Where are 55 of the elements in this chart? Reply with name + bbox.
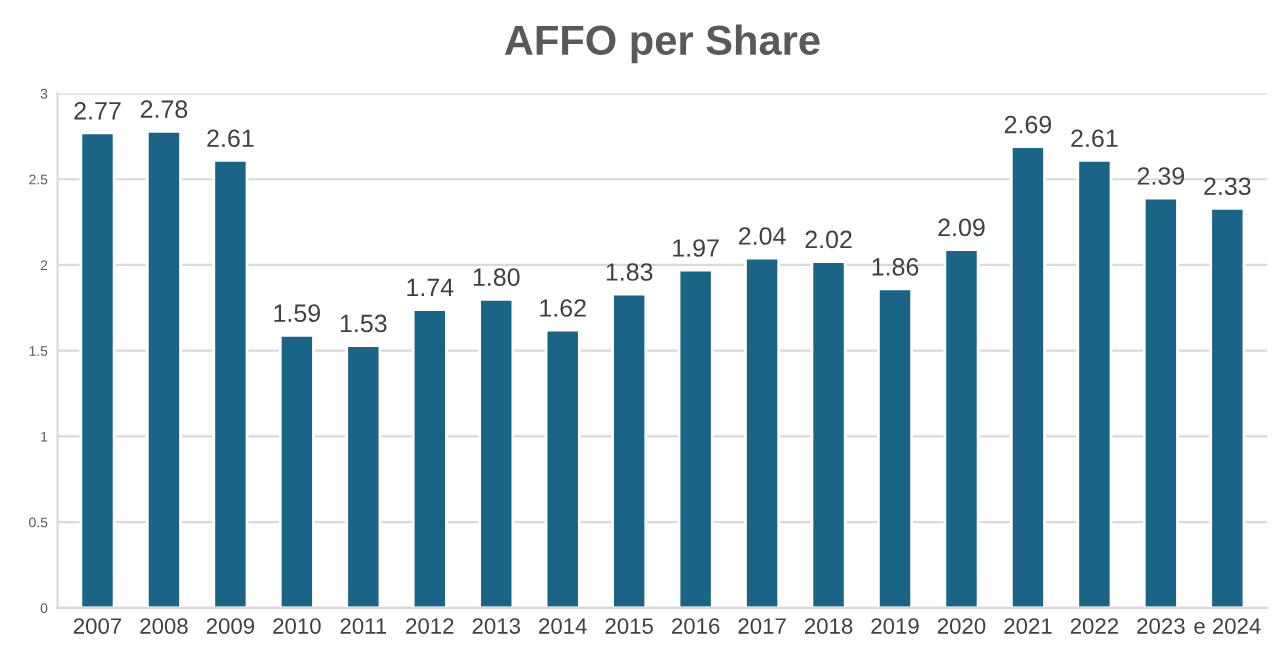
data-label: 2.69 <box>1004 115 1052 134</box>
bar <box>544 328 581 608</box>
bar <box>212 159 249 608</box>
bar <box>1209 207 1246 608</box>
x-tick-label: 2023 <box>1137 618 1185 634</box>
bar <box>744 256 781 608</box>
data-label: 1.62 <box>540 299 586 317</box>
bar <box>943 248 980 608</box>
bar <box>1009 145 1046 608</box>
bar <box>810 260 847 608</box>
data-label: 2.61 <box>1071 129 1118 148</box>
data-label: 1.86 <box>872 258 919 276</box>
x-tick-label: 2019 <box>871 618 919 634</box>
x-tick-label: 2008 <box>140 618 188 634</box>
bar <box>145 129 182 608</box>
data-label: 2.61 <box>207 129 254 148</box>
bar <box>1076 159 1113 608</box>
data-label: 2.77 <box>74 101 121 120</box>
bar <box>877 287 914 608</box>
bar <box>278 333 315 608</box>
x-tick-label: 2009 <box>206 618 255 634</box>
x-tick-label: 2014 <box>539 618 587 634</box>
x-tick-label: 2016 <box>672 618 720 634</box>
data-label: 1.83 <box>606 263 653 281</box>
data-label: 2.78 <box>140 100 188 118</box>
x-tick-label: 2022 <box>1070 618 1118 634</box>
x-tick-label: e 2024 <box>1194 618 1261 634</box>
bar <box>611 292 648 608</box>
x-tick-label: 2018 <box>804 618 853 634</box>
data-label: 1.80 <box>473 268 520 286</box>
data-label: 2.09 <box>938 218 985 237</box>
x-tick-label: 2021 <box>1004 618 1052 634</box>
data-label: 2.33 <box>1204 177 1251 196</box>
x-tick-label: 2015 <box>605 618 653 634</box>
bar <box>411 308 448 608</box>
bar <box>478 297 515 608</box>
x-tick-label: 2011 <box>340 618 387 634</box>
x-tick-label: 2012 <box>406 618 454 634</box>
x-tick-label: 2013 <box>472 618 520 634</box>
x-tick-label: 2020 <box>937 618 986 634</box>
data-label: 2.04 <box>739 227 786 245</box>
bar <box>345 344 382 608</box>
data-label: 1.53 <box>340 314 387 333</box>
data-label: 1.74 <box>407 278 454 297</box>
data-label: 1.59 <box>274 304 321 322</box>
bar <box>1142 196 1179 608</box>
chart-title: AFFO per Share <box>504 24 820 64</box>
data-label: 1.97 <box>673 239 719 257</box>
x-tick-label: 2007 <box>73 618 122 634</box>
x-tick-label: 2010 <box>273 618 321 634</box>
data-label: 2.02 <box>805 230 852 249</box>
bar <box>677 268 714 608</box>
x-tick-label: 2017 <box>738 618 786 634</box>
data-label: 2.39 <box>1137 167 1185 185</box>
bar <box>79 131 116 608</box>
